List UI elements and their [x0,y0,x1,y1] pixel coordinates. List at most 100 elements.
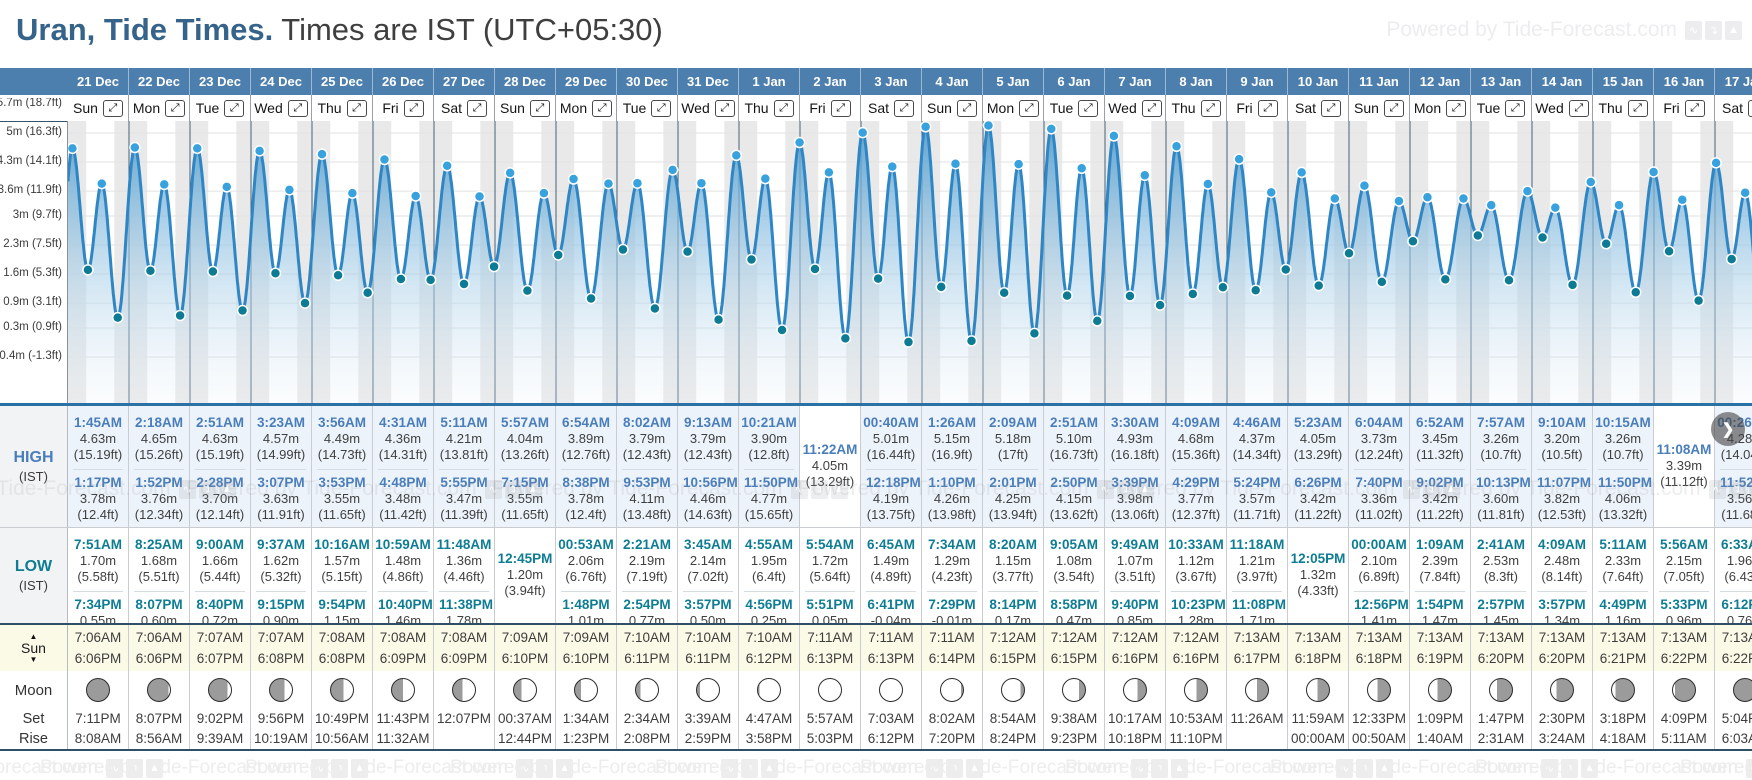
expand-day-button[interactable]: ⤢ [894,99,914,117]
expand-day-button[interactable]: ⤢ [1748,99,1752,117]
low-tide-height-m: 1.47m [1421,613,1459,623]
watermark-icons: ∿↴▲ [310,758,368,778]
low-tide-height-m: 0.90m [262,613,300,623]
expand-day-button[interactable]: ⤢ [1141,99,1162,117]
expand-day-button[interactable]: ⤢ [346,99,367,117]
high-tide-entry: 11:50PM 4.06m (13.32ft) [1598,469,1653,527]
low-tide-marker [174,309,186,322]
sun-cell: 7:13AM 6:18PM [1288,625,1349,671]
expand-day-button[interactable]: ⤢ [830,99,851,117]
expand-day-button[interactable]: ⤢ [165,99,186,117]
low-tide-marker [902,336,915,348]
sun-cell: 7:11AM 6:14PM [922,625,983,671]
sunrise-time: 7:09AM [501,630,549,645]
expand-day-button[interactable]: ⤢ [714,99,735,117]
expand-day-button[interactable]: ⤢ [403,99,424,117]
moon-setrise-cell: 00:37AM 12:44PM [495,709,556,749]
high-tide-height-ft: (11.42ft) [379,507,427,522]
low-tide-entry: 9:05AM 1.08m (3.54ft) [1044,535,1104,589]
expand-day-button[interactable]: ⤢ [1257,99,1278,117]
high-tide-time: 11:50PM [1598,475,1653,490]
expand-day-button[interactable]: ⤢ [529,99,550,117]
high-tide-height-ft: (11.65ft) [318,507,366,522]
sunrise-time: 7:13AM [1599,630,1647,645]
date-header-6-jan: 6 Jan [1044,68,1105,95]
watermark-logo-icon: ↴ [740,758,758,778]
moon-setrise-cell: 9:02PM 9:39AM [190,709,251,749]
sunset-time: 6:12PM [745,651,793,666]
expand-day-button[interactable]: ⤢ [1446,99,1467,117]
weekday-cell-11-jan: Sun ⤢ [1349,95,1410,121]
moon-setrise-cell: 11:26AM [1227,709,1288,749]
weekday-cell-9-jan: Fri ⤢ [1227,95,1288,121]
sunrise-time: 7:13AM [1538,630,1586,645]
low-tide-height-ft: (4.46ft) [443,569,485,584]
high-tide-height-m: 3.45m [1421,431,1459,446]
expand-day-button[interactable]: ⤢ [651,99,672,117]
expand-day-button[interactable]: ⤢ [287,99,308,117]
high-row-label: HIGH (IST) [0,406,68,527]
watermark-text: Powered by Tide-Forecast.com [40,757,303,778]
moon-phase-icon [391,678,415,702]
low-tide-entry: 2:21AM 2.19m (7.19ft) [617,535,677,589]
sun-cell: 7:13AM 6:21PM [1593,625,1654,671]
expand-day-button[interactable]: ⤢ [1383,99,1404,117]
watermark-icons: ∿↴▲ [105,758,163,778]
low-tide-height-m: 1.36m [445,553,483,568]
low-tide-time: 10:33AM [1168,537,1224,552]
high-tide-time: 11:22AM [802,441,858,457]
weekday-cell-24-dec: Wed ⤢ [251,95,312,121]
weekday-cell-21-dec: Sun ⤢ [68,95,129,121]
sunrise-time: 7:10AM [745,630,793,645]
expand-day-button[interactable]: ⤢ [1200,99,1221,117]
expand-day-button[interactable]: ⤢ [956,99,977,117]
sun-cell: 7:10AM 6:11PM [678,625,739,671]
low-tide-height-m: 0.05m [811,613,849,623]
expand-day-button[interactable]: ⤢ [224,99,245,117]
high-tide-cell: 9:13AM 3.79m (12.43ft) 10:56PM 4.46m (14.63ft… [678,406,739,527]
high-tide-height-ft: (15.36ft) [1171,447,1221,462]
moon-phase-icon [1001,678,1025,702]
high-timezone-label: (IST) [19,469,48,484]
moon-setrise-cell: 8:02AM 7:20PM [922,709,983,749]
weekday-cell-15-jan: Thu ⤢ [1593,95,1654,121]
next-days-button[interactable]: ❯ [1711,412,1745,446]
expand-day-button[interactable]: ⤢ [1321,99,1341,117]
watermark: Powered by Tide-Forecast.com∿↴▲ [655,757,983,779]
expand-day-button[interactable]: ⤢ [1684,99,1705,117]
expand-day-button[interactable]: ⤢ [102,99,123,117]
low-tide-height-m: 1.08m [1055,553,1093,568]
high-tide-marker [538,187,550,199]
sun-expand-down-icon[interactable]: ▼ [29,654,38,664]
weekday-cell-17-jan: Sat ⤢ [1715,95,1752,121]
high-tide-marker [1549,201,1562,214]
expand-day-button[interactable]: ⤢ [773,99,794,117]
high-tide-time: 3:30AM [1110,415,1159,430]
high-tide-cell: 4:09AM 4.68m (15.36ft) 4:29PM 3.77m (12.37ft) [1166,406,1227,527]
high-tide-height-m: 3.70m [201,491,239,506]
expand-day-button[interactable]: ⤢ [592,99,613,117]
sun-collapse-up-icon[interactable]: ▲ [29,631,38,641]
low-tide-time: 6:12PM [1721,597,1752,612]
low-sun-border [0,623,1752,625]
low-tide-height-m: 1.62m [262,553,300,568]
expand-day-button[interactable]: ⤢ [1627,99,1648,117]
expand-day-button[interactable]: ⤢ [1019,99,1040,117]
high-tide-cell: 00:40AM 5.01m (16.44ft) 12:18PM 4.19m (13.75f… [861,406,922,527]
expand-day-button[interactable]: ⤢ [1505,99,1526,117]
y-axis-tick-label: 3m (9.7ft) [12,208,62,221]
low-tide-marker [649,302,661,315]
expand-day-button[interactable]: ⤢ [1568,99,1589,117]
expand-day-button[interactable]: ⤢ [467,99,487,117]
high-tide-cell: 6:04AM 3.73m (12.24ft) 7:40PM 3.36m (11.02ft) [1349,406,1410,527]
low-tide-height-m: 1.46m [384,613,422,623]
high-tide-height-m: 3.76m [140,491,178,506]
expand-day-button[interactable]: ⤢ [1078,99,1099,117]
low-tide-height-ft: (3.97ft) [1236,569,1278,584]
low-tide-height-m: 0.17m [994,613,1032,623]
table-bottom-border [0,749,1752,751]
high-tide-marker [68,142,79,155]
high-tide-height-m: 3.26m [1482,431,1520,446]
weekday-label: Sat [1294,100,1316,116]
